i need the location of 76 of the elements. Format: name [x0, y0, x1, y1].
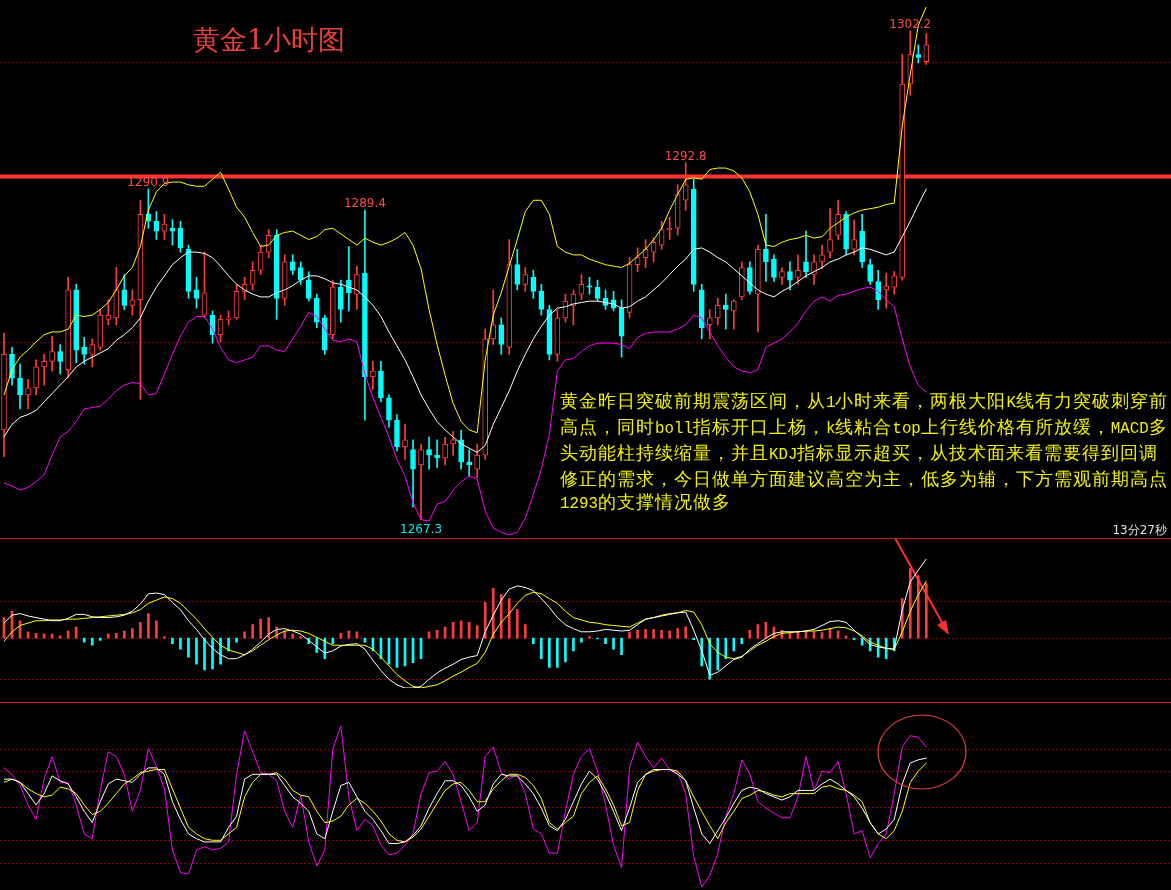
bar [668, 630, 671, 639]
bar [660, 629, 663, 639]
bar [692, 637, 696, 641]
candlestick [450, 431, 456, 456]
bar [187, 637, 190, 658]
bar [684, 626, 688, 639]
candlestick [763, 213, 769, 282]
annotation: 1290.9 [127, 175, 170, 190]
annotation: 1292.8 [664, 148, 707, 163]
candlestick [426, 436, 432, 470]
candlestick [41, 354, 47, 386]
bar [652, 629, 655, 639]
bar [171, 637, 174, 645]
bar [179, 637, 182, 650]
candlestick [346, 246, 352, 312]
candlestick [915, 44, 922, 64]
bar [716, 637, 720, 671]
bar [724, 637, 728, 660]
bar [90, 637, 94, 646]
candlestick [418, 443, 424, 520]
bar [628, 631, 631, 639]
annotation: 1267.3 [400, 521, 443, 536]
bar [66, 630, 70, 639]
bar [203, 637, 206, 671]
bar [122, 630, 126, 639]
bar [227, 637, 230, 652]
chart-title: 黄金1小时图 [193, 23, 346, 57]
bar [139, 621, 142, 639]
bar [588, 636, 591, 639]
bar [235, 637, 238, 643]
bar [580, 637, 583, 643]
bar [467, 621, 471, 639]
bar [147, 613, 150, 639]
bar [251, 624, 254, 639]
bar [564, 637, 567, 663]
bar [483, 602, 487, 639]
candlestick [370, 361, 376, 390]
bar [884, 637, 888, 660]
annotation: 1302.2 [889, 16, 932, 31]
bar [532, 637, 535, 645]
bar [291, 633, 295, 639]
bar [195, 637, 198, 665]
bar [114, 633, 118, 639]
bar [612, 637, 615, 650]
bar [636, 629, 639, 639]
bar [155, 620, 158, 639]
bar [131, 628, 134, 639]
bar [475, 625, 479, 639]
candlestick [722, 293, 729, 330]
bar [676, 628, 680, 639]
bar [106, 633, 110, 639]
bar [515, 609, 519, 639]
bar [644, 629, 647, 639]
candlestick [25, 379, 31, 410]
bar [267, 617, 270, 639]
bar [540, 637, 543, 660]
annotation: 1289.4 [343, 196, 386, 211]
bar [243, 631, 246, 639]
bar [163, 636, 166, 639]
bar [74, 626, 78, 639]
bar [604, 637, 607, 645]
bar [211, 637, 214, 670]
bar [507, 598, 511, 639]
bar [572, 637, 575, 652]
bar [315, 637, 319, 653]
bar [548, 637, 551, 668]
bar [98, 637, 102, 641]
bar [556, 637, 559, 668]
bar [299, 636, 303, 639]
text: 13分27秒 [1112, 522, 1167, 539]
bar [523, 624, 527, 639]
bar [82, 637, 86, 643]
candlestick [402, 424, 408, 460]
bar [620, 637, 623, 656]
bar [259, 618, 262, 639]
candlestick [883, 272, 890, 309]
